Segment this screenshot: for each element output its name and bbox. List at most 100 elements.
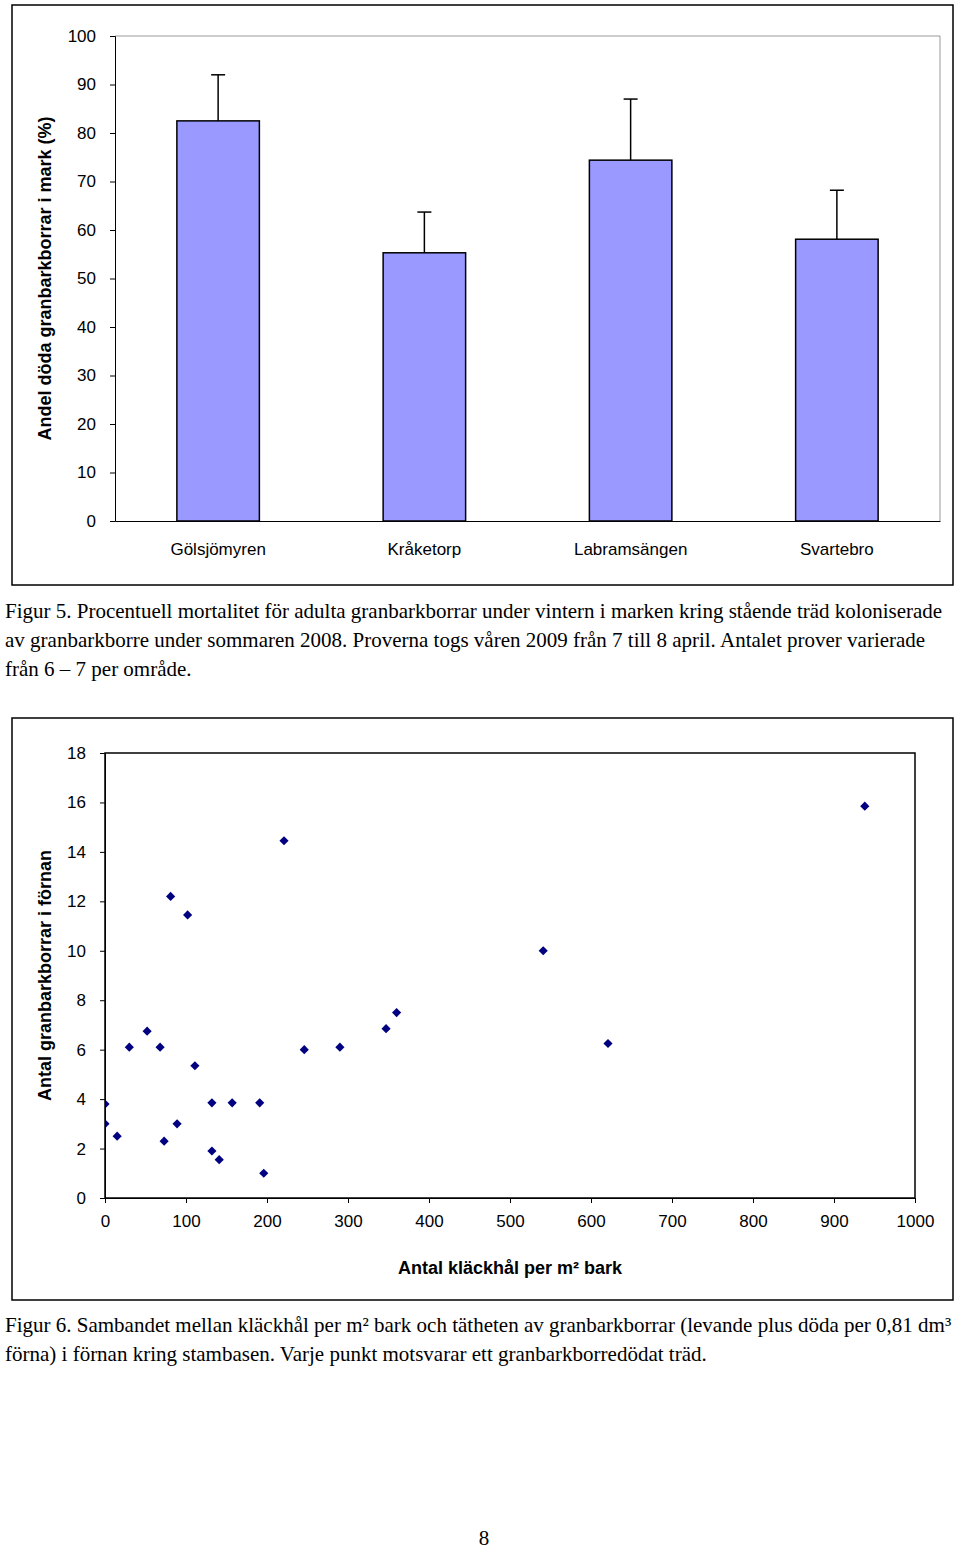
bar: [383, 253, 466, 521]
x-tick: 100: [172, 1198, 200, 1231]
page-number: 8: [0, 1526, 960, 1550]
point: [166, 892, 175, 901]
y-tick-mark: [110, 182, 115, 183]
bar: [589, 160, 672, 521]
chart: Gölsjömyren Kråketorp Labramsängen Svartebr…: [12, 5, 953, 585]
y-tick-mark: [110, 85, 115, 86]
y-tick-label: 10: [67, 942, 86, 961]
y-tick-label: 90: [77, 75, 96, 94]
y-tick-mark: [100, 1000, 105, 1001]
x-tick: Gölsjömyren: [170, 540, 265, 559]
bar: [177, 121, 260, 521]
y-tick-mark: [100, 1050, 105, 1051]
error-bar-stem: [836, 190, 838, 239]
y-tick: 70: [77, 172, 115, 191]
x-tick-label: 600: [577, 1212, 605, 1231]
y-tick-label: 6: [77, 1041, 86, 1060]
y-tick-label: 0: [77, 1189, 86, 1208]
y-axis-title: Antal granbarkborrar i förnan: [35, 850, 55, 1101]
y-tick-label: 40: [77, 318, 96, 337]
x-tick: Svartebro: [800, 540, 874, 559]
y-tick-label: 4: [77, 1090, 86, 1109]
bars: [177, 75, 878, 521]
point: [207, 1146, 216, 1155]
x-tick-label: 300: [334, 1212, 362, 1231]
x-tick-mark: [834, 1198, 835, 1203]
x-tick-mark: [510, 1198, 511, 1203]
y-tick-mark: [110, 327, 115, 328]
x-tick-label: 0: [101, 1212, 110, 1231]
x-axis-title: Antal kläckhål per m² bark: [398, 1258, 623, 1278]
y-tick-label: 8: [77, 991, 86, 1010]
y-axis-line: [100, 754, 106, 1199]
y-tick: 0: [77, 1189, 105, 1208]
points: [105, 802, 869, 1178]
point: [539, 946, 548, 955]
figure-caption: Figur 6. Sambandet mellan kläckhål per m…: [5, 1311, 960, 1369]
y-tick: 50: [77, 269, 115, 288]
y-tick: 80: [77, 124, 115, 143]
x-tick: 1000: [897, 1198, 935, 1231]
error-bar-stem: [424, 212, 426, 253]
plot-border: [115, 36, 940, 521]
x-tick-label: 800: [739, 1212, 767, 1231]
y-axis-line: [110, 37, 116, 522]
y-tick-mark: [110, 133, 115, 134]
y-tick: 100: [68, 27, 115, 46]
y-axis: 0102030405060708090100: [68, 27, 116, 531]
y-tick: 0: [87, 512, 115, 531]
y-tick-label: 14: [67, 843, 86, 862]
error-bar-cap: [830, 189, 844, 191]
x-tick: Kråketorp: [388, 540, 462, 559]
y-tick-mark: [110, 36, 115, 37]
point: [125, 1043, 134, 1052]
point: [155, 1043, 164, 1052]
x-tick: Labramsängen: [574, 540, 687, 559]
y-tick-mark: [100, 852, 105, 853]
bar: [796, 239, 879, 521]
y-tick: 20: [77, 415, 115, 434]
y-tick-label: 16: [67, 793, 86, 812]
chart: 01002003004005006007008009001000Antal kl…: [12, 718, 953, 1300]
y-tick-label: 20: [77, 415, 96, 434]
y-axis-title: Andel döda granbarkborrar i mark (%): [35, 116, 55, 440]
y-tick-mark: [100, 901, 105, 902]
y-tick-mark: [100, 802, 105, 803]
error-bar-stem: [630, 99, 632, 160]
y-tick: 2: [77, 1139, 105, 1158]
x-tick: 600: [577, 1198, 605, 1231]
x-tick-label: Kråketorp: [388, 540, 462, 559]
x-tick-mark: [186, 1198, 187, 1203]
y-tick-label: 18: [67, 744, 86, 763]
point: [215, 1155, 224, 1164]
x-tick-mark: [267, 1198, 268, 1203]
point: [255, 1098, 264, 1107]
x-tick-mark: [348, 1198, 349, 1203]
point: [381, 1024, 390, 1033]
error-bar-stem: [217, 75, 219, 121]
point: [335, 1043, 344, 1052]
x-tick-mark: [429, 1198, 430, 1203]
point: [173, 1119, 182, 1128]
point: [113, 1132, 122, 1141]
chart-frame: [12, 718, 953, 1300]
x-tick: 300: [334, 1198, 362, 1231]
y-tick-label: 10: [77, 463, 96, 482]
y-tick: 10: [77, 463, 115, 482]
y-axis: 024681012141618: [67, 744, 105, 1208]
error-bar: [417, 212, 431, 253]
y-tick-label: 70: [77, 172, 96, 191]
y-tick-label: 50: [77, 269, 96, 288]
y-tick-mark: [100, 753, 105, 754]
y-tick: 30: [77, 366, 115, 385]
x-tick-label: 1000: [897, 1212, 935, 1231]
y-tick-mark: [100, 1149, 105, 1150]
y-tick-mark: [110, 521, 115, 522]
x-tick-label: 400: [415, 1212, 443, 1231]
x-tick-label: Svartebro: [800, 540, 874, 559]
point: [603, 1039, 612, 1048]
error-bar: [211, 75, 225, 121]
y-tick-mark: [100, 1099, 105, 1100]
plot-border: [105, 753, 915, 1198]
figure-caption: Figur 5. Procentuell mortalitet för adul…: [5, 597, 960, 684]
